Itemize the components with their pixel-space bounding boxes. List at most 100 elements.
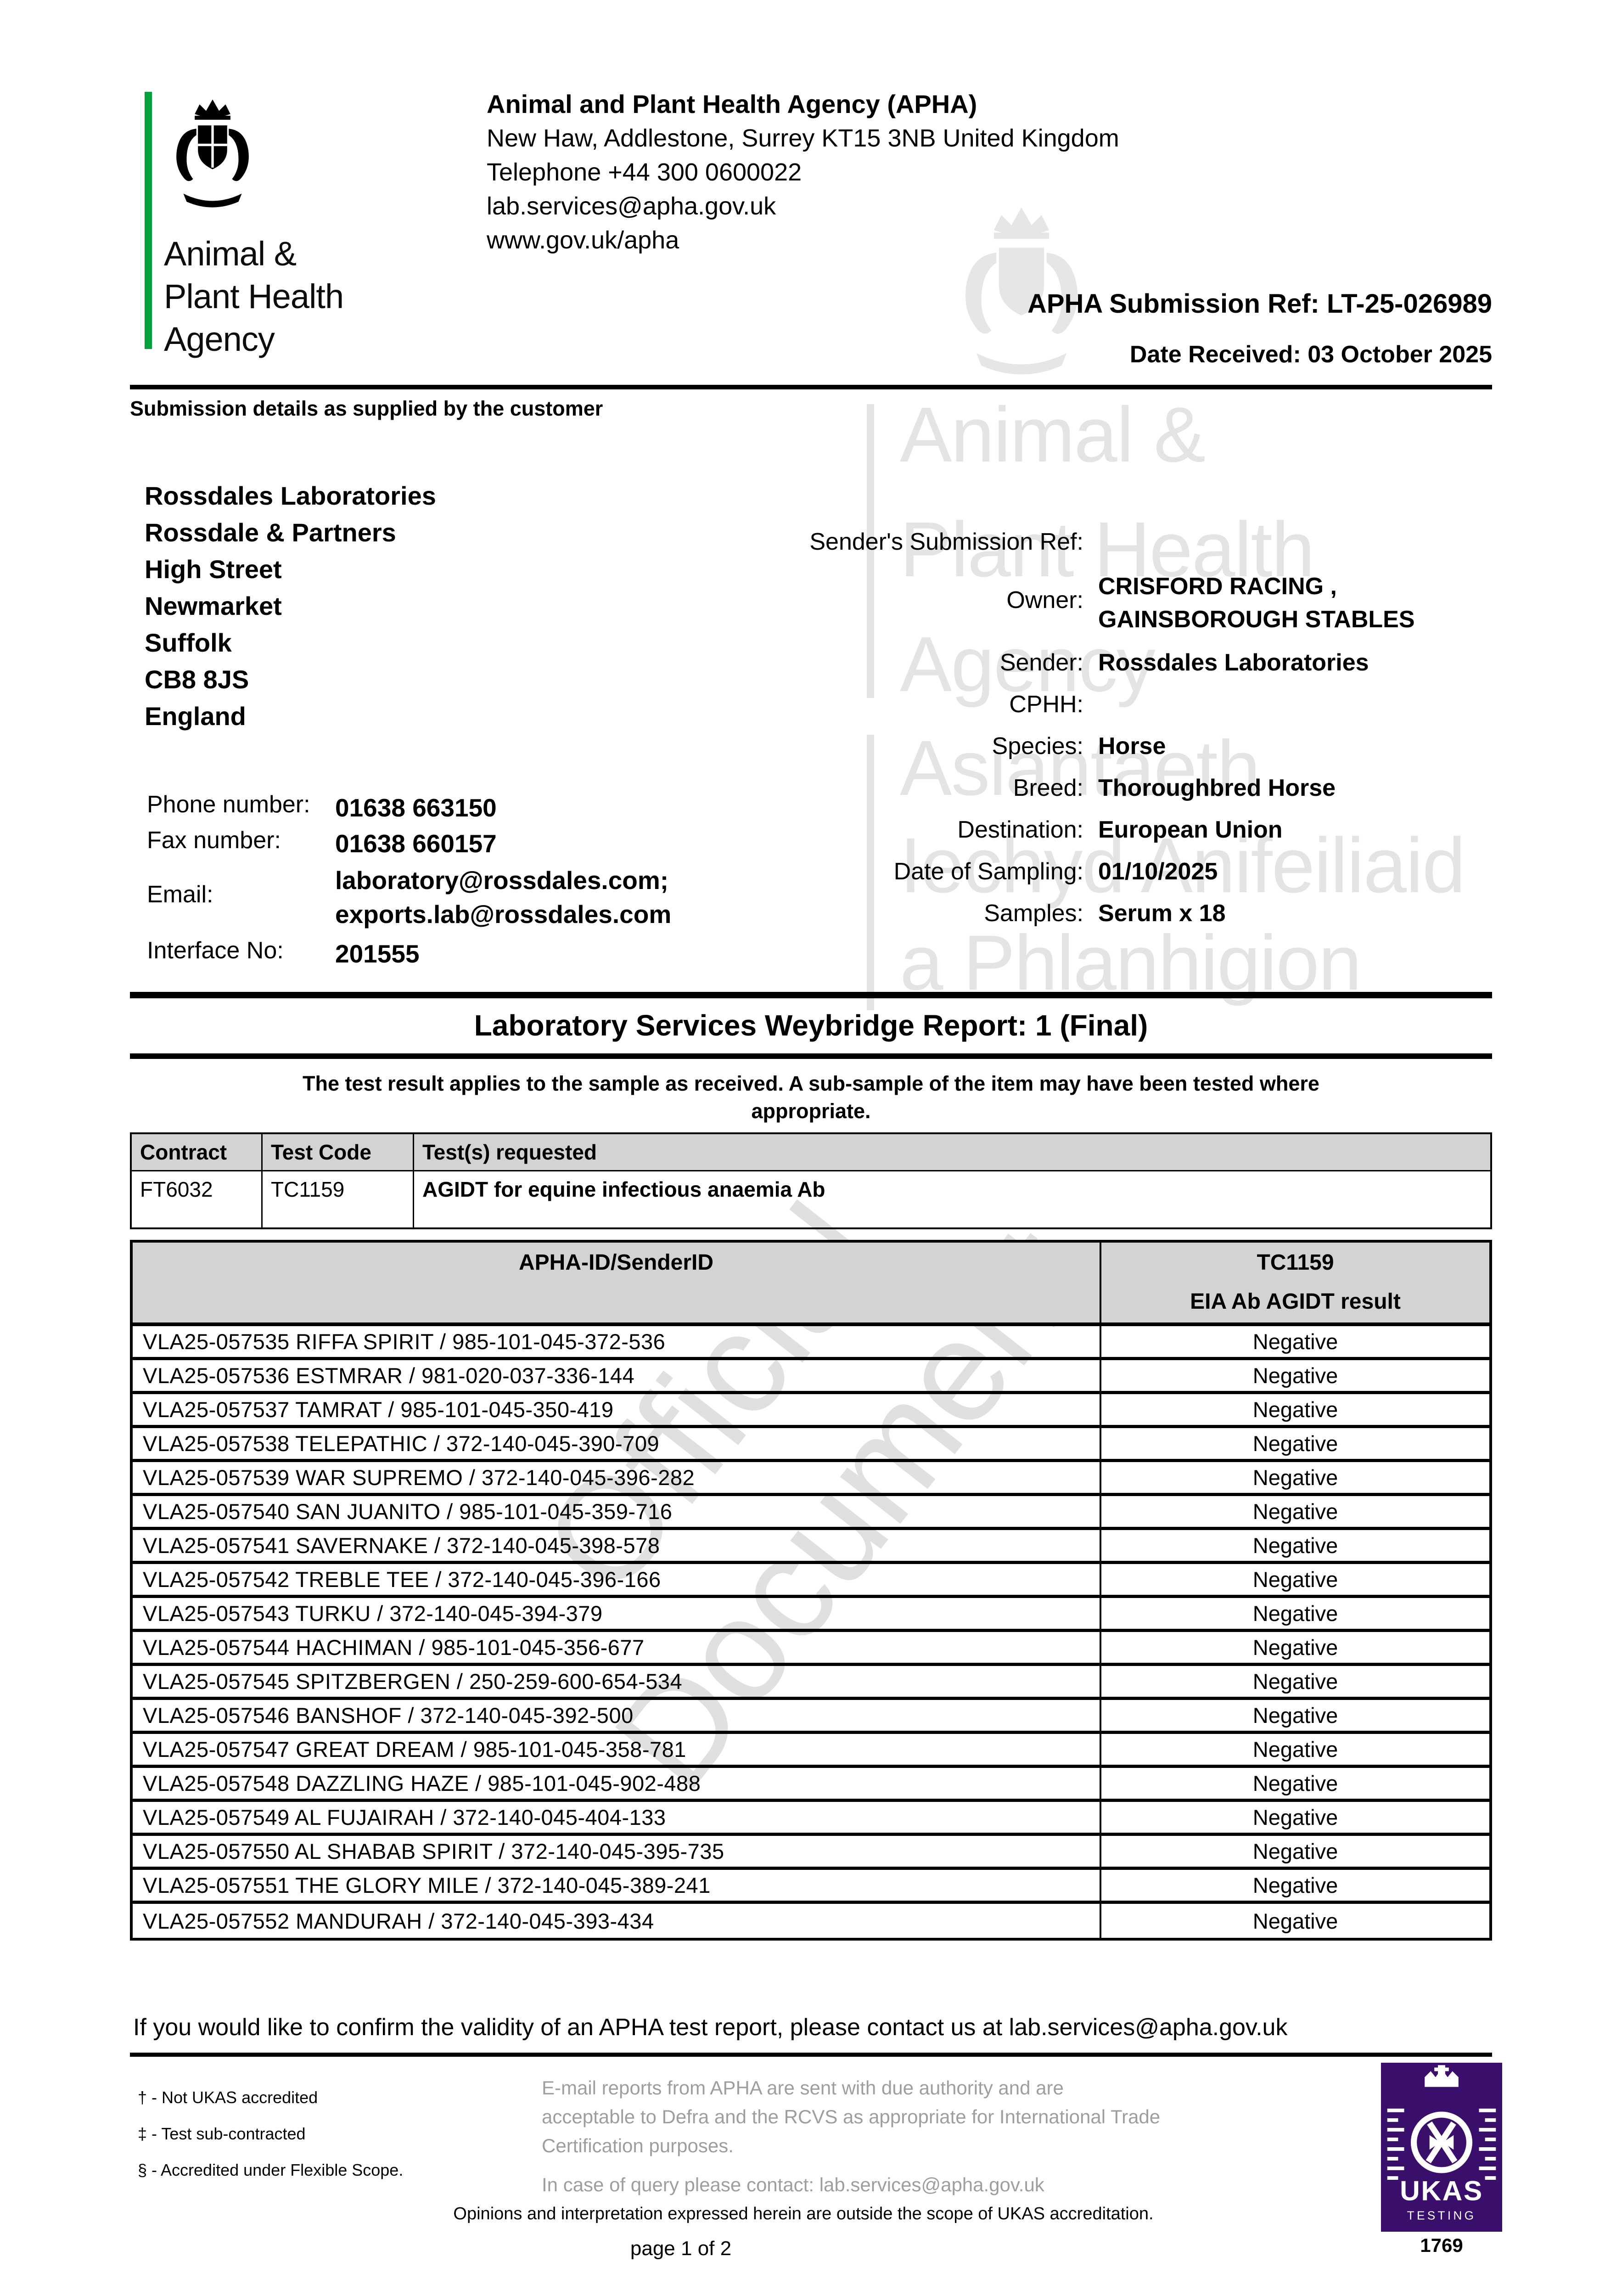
sample-id: VLA25-057541 SAVERNAKE / 372-140-045-398…	[133, 1530, 1101, 1561]
watermark-divider	[867, 735, 874, 1010]
sample-id: VLA25-057537 TAMRAT / 985-101-045-350-41…	[133, 1394, 1101, 1425]
table-row: VLA25-057551 THE GLORY MILE / 372-140-04…	[133, 1870, 1489, 1904]
page-number: page 1 of 2	[630, 2237, 732, 2260]
sample-id: VLA25-057536 ESTMRAR / 981-020-037-336-1…	[133, 1360, 1101, 1391]
owner-line: GAINSBOROUGH STABLES	[1098, 606, 1415, 633]
sample-id: VLA25-057550 AL SHABAB SPIRIT / 372-140-…	[133, 1836, 1101, 1867]
sample-result: Negative	[1252, 1567, 1338, 1592]
note-line: acceptable to Defra and the RCVS as appr…	[542, 2106, 1161, 2127]
query-contact-line: In case of query please contact: lab.ser…	[542, 2174, 1044, 2195]
interface-row: Interface No: 201555	[147, 937, 420, 971]
sample-id: VLA25-057549 AL FUJAIRAH / 372-140-045-4…	[133, 1802, 1101, 1833]
sample-id: VLA25-057545 SPITZBERGEN / 250-259-600-6…	[133, 1666, 1101, 1697]
field-label: Sender's Submission Ref:	[809, 529, 1083, 555]
logo-line: Plant Health	[164, 277, 344, 316]
divider	[130, 385, 1492, 389]
watermark-divider	[867, 404, 874, 698]
detail-row: Breed: Thoroughbred Horse	[689, 774, 1501, 802]
agency-telephone: Telephone +44 300 0600022	[487, 158, 802, 186]
ukas-lab-number: 1769	[1420, 2234, 1463, 2256]
sample-result: Negative	[1252, 1465, 1338, 1490]
field-value: Thoroughbred Horse	[1098, 775, 1336, 801]
sample-id: VLA25-057547 GREAT DREAM / 985-101-045-3…	[133, 1734, 1101, 1765]
agency-title: Animal and Plant Health Agency (APHA)	[487, 90, 977, 118]
field-value: 01638 660157	[335, 829, 497, 858]
column-header: TC1159 EIA Ab AGIDT result	[1101, 1243, 1489, 1322]
ukas-mark-icon	[1426, 2121, 1458, 2164]
footnote: § - Accredited under Flexible Scope.	[138, 2161, 404, 2179]
note-line: appropriate.	[751, 1099, 871, 1123]
sample-result: Negative	[1252, 1703, 1338, 1728]
field-label: CPHH:	[1009, 691, 1083, 718]
test-code-cell: TC1159	[263, 1171, 414, 1227]
watermark-text: a Phlanhigion	[900, 919, 1362, 1007]
table-row: VLA25-057540 SAN JUANITO / 985-101-045-3…	[133, 1496, 1489, 1530]
column-header: Contract	[132, 1134, 263, 1170]
field-label: Sender:	[999, 649, 1083, 676]
field-label: Species:	[992, 733, 1083, 760]
sample-id: VLA25-057535 RIFFA SPIRIT / 985-101-045-…	[133, 1326, 1101, 1357]
sample-result: Negative	[1252, 1431, 1338, 1456]
column-header: APHA-ID/SenderID	[133, 1243, 1101, 1322]
crest-watermark-icon	[946, 197, 1097, 388]
table-row: VLA25-057541 SAVERNAKE / 372-140-045-398…	[133, 1530, 1489, 1564]
sample-id: VLA25-057543 TURKU / 372-140-045-394-379	[133, 1598, 1101, 1629]
submission-ref: APHA Submission Ref: LT-25-026989	[1027, 289, 1492, 319]
address-line: Rossdales Laboratories	[145, 481, 436, 510]
sample-result: Negative	[1252, 1397, 1338, 1422]
table-row: VLA25-057542 TREBLE TEE / 372-140-045-39…	[133, 1564, 1489, 1598]
section-title: Submission details as supplied by the cu…	[130, 397, 603, 420]
sample-id: VLA25-057546 BANSHOF / 372-140-045-392-5…	[133, 1700, 1101, 1731]
address-line: High Street	[145, 555, 282, 584]
sample-id: VLA25-057551 THE GLORY MILE / 372-140-04…	[133, 1870, 1101, 1901]
ukas-scope-note: Opinions and interpretation expressed he…	[453, 2204, 1154, 2223]
footnote: ‡ - Test sub-contracted	[138, 2124, 306, 2143]
table-row: VLA25-057535 RIFFA SPIRIT / 985-101-045-…	[133, 1326, 1489, 1360]
sample-result: Negative	[1252, 1363, 1338, 1388]
detail-row: CPHH:	[689, 691, 1501, 718]
table-row: VLA25-057537 TAMRAT / 985-101-045-350-41…	[133, 1394, 1489, 1428]
sample-id: VLA25-057542 TREBLE TEE / 372-140-045-39…	[133, 1564, 1101, 1595]
tests-requested-cell: AGIDT for equine infectious anaemia Ab	[422, 1177, 825, 1201]
divider	[130, 992, 1492, 998]
field-value: Horse	[1098, 733, 1166, 760]
phone-row: Phone number: 01638 663150	[147, 791, 497, 825]
watermark-text: Animal &	[900, 391, 1206, 478]
ukas-ruler-ticks	[1387, 2108, 1496, 2180]
sample-result: Negative	[1252, 1805, 1338, 1829]
field-value: CRISFORD RACING , GAINSBOROUGH STABLES	[1098, 570, 1415, 636]
field-label: Email:	[147, 881, 213, 908]
field-label: Samples:	[984, 900, 1083, 927]
submission-details: Sender's Submission Ref: Owner: CRISFORD…	[689, 528, 1501, 941]
field-value: European Union	[1098, 816, 1283, 843]
detail-row-owner: Owner: CRISFORD RACING , GAINSBOROUGH ST…	[689, 570, 1501, 636]
table-row: VLA25-057545 SPITZBERGEN / 250-259-600-6…	[133, 1666, 1489, 1700]
sample-id: VLA25-057544 HACHIMAN / 985-101-045-356-…	[133, 1632, 1101, 1663]
logo-line: Animal &	[164, 235, 297, 273]
field-label: Date of Sampling:	[893, 858, 1083, 885]
sample-result: Negative	[1252, 1771, 1338, 1795]
email-authority-note: E-mail reports from APHA are sent with d…	[542, 2073, 1258, 2199]
ukas-wordmark: UKAS	[1400, 2175, 1483, 2206]
fax-row: Fax number: 01638 660157	[147, 827, 497, 861]
report-note: The test result applies to the sample as…	[130, 1070, 1492, 1125]
table-row: VLA25-057546 BANSHOF / 372-140-045-392-5…	[133, 1700, 1489, 1734]
ukas-category: TESTING	[1407, 2209, 1476, 2223]
address-line: Rossdale & Partners	[145, 518, 396, 547]
sample-id: VLA25-057548 DAZZLING HAZE / 985-101-045…	[133, 1768, 1101, 1799]
table-row: VLA25-057549 AL FUJAIRAH / 372-140-045-4…	[133, 1802, 1489, 1836]
sample-result: Negative	[1252, 1635, 1338, 1660]
watermark-text: Asiantaeth	[900, 725, 1260, 812]
sample-id: VLA25-057538 TELEPATHIC / 372-140-045-39…	[133, 1428, 1101, 1459]
note-line: The test result applies to the sample as…	[303, 1072, 1319, 1095]
detail-row: Destination: European Union	[689, 816, 1501, 844]
field-label: Owner:	[1006, 587, 1083, 613]
contract-table-row: FT6032 TC1159 AGIDT for equine infectiou…	[132, 1171, 1490, 1227]
ukas-testing-logo: UKAS TESTING	[1381, 2063, 1502, 2232]
agency-website: www.gov.uk/apha	[487, 226, 679, 254]
footnotes: † - Not UKAS accredited ‡ - Test sub-con…	[138, 2079, 403, 2188]
field-value: 01638 663150	[335, 793, 497, 822]
table-row: VLA25-057538 TELEPATHIC / 372-140-045-39…	[133, 1428, 1489, 1462]
result-type-label: EIA Ab AGIDT result	[1190, 1289, 1401, 1314]
